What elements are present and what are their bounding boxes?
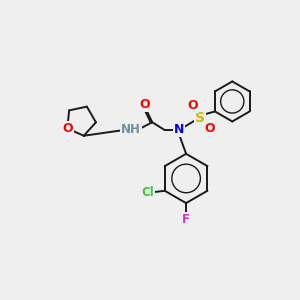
Text: O: O bbox=[139, 98, 150, 111]
Text: Cl: Cl bbox=[141, 186, 154, 199]
Text: O: O bbox=[204, 122, 214, 135]
Text: N: N bbox=[174, 123, 184, 136]
Text: S: S bbox=[195, 111, 205, 125]
Text: O: O bbox=[62, 122, 73, 135]
Text: O: O bbox=[187, 99, 198, 112]
Text: NH: NH bbox=[121, 123, 141, 136]
Text: F: F bbox=[182, 213, 190, 226]
